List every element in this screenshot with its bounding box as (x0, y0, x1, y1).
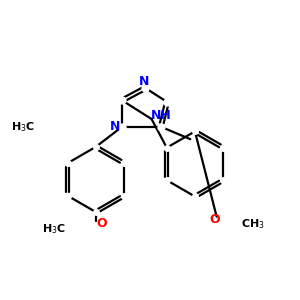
Text: N: N (139, 75, 149, 88)
Text: CH$_3$: CH$_3$ (242, 218, 265, 231)
Text: NH: NH (151, 110, 172, 122)
Text: O: O (210, 213, 220, 226)
Text: H$_3$C: H$_3$C (11, 120, 35, 134)
Text: N: N (110, 120, 121, 133)
Text: H$_3$C: H$_3$C (42, 222, 66, 236)
Text: O: O (96, 217, 107, 230)
